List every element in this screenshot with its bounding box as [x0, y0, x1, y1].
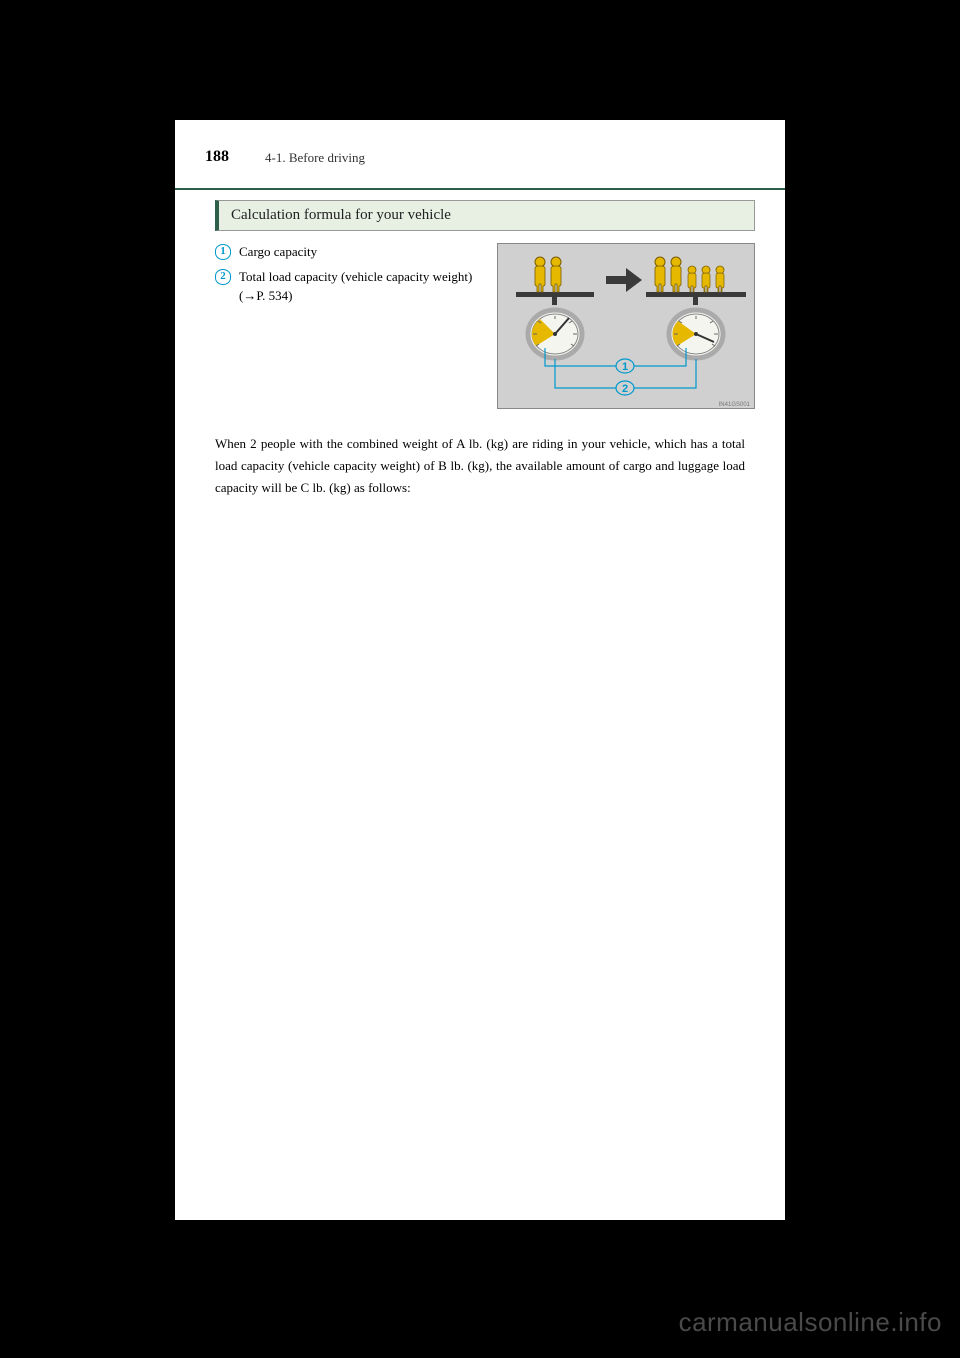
person-small-icon: [716, 266, 724, 292]
person-small-icon: [688, 266, 696, 292]
callout-item: 1 Cargo capacity: [215, 243, 475, 262]
callout-text: Cargo capacity: [239, 243, 475, 262]
person-icon: [535, 257, 545, 292]
watermark: carmanualsonline.info: [679, 1307, 942, 1338]
platform-post-icon: [693, 297, 698, 305]
platform-icon: [646, 292, 746, 297]
section-title: Calculation formula for your vehicle: [215, 200, 755, 231]
callout-text: Total load capacity (vehicle capacity we…: [239, 268, 475, 306]
manual-page: 188 4-1. Before driving Calculation form…: [175, 120, 785, 1220]
load-diagram: 1 2 IN41GS001: [497, 243, 755, 409]
body-paragraph: When 2 people with the combined weight o…: [215, 433, 745, 499]
arrow-right-icon: [606, 268, 642, 292]
section-label: 4-1. Before driving: [265, 150, 365, 166]
person-icon: [655, 257, 665, 292]
callout-item: 2 Total load capacity (vehicle capacity …: [215, 268, 475, 306]
callout-list: 1 Cargo capacity 2 Total load capacity (…: [215, 243, 475, 312]
callout-number-icon: 1: [215, 244, 231, 260]
person-icon: [671, 257, 681, 292]
person-small-icon: [702, 266, 710, 292]
person-icon: [551, 257, 561, 292]
callout-number-icon: 2: [622, 383, 628, 395]
page-number: 188: [205, 148, 229, 166]
callout-number-icon: 2: [215, 269, 231, 285]
gauge-pivot-icon: [694, 332, 698, 336]
platform-icon: [516, 292, 594, 297]
platform-post-icon: [552, 297, 557, 305]
page-header: 188 4-1. Before driving: [175, 120, 785, 190]
diagram-code: IN41GS001: [719, 402, 751, 408]
callout-number-icon: 1: [622, 361, 628, 373]
gauge-pivot-icon: [553, 332, 557, 336]
